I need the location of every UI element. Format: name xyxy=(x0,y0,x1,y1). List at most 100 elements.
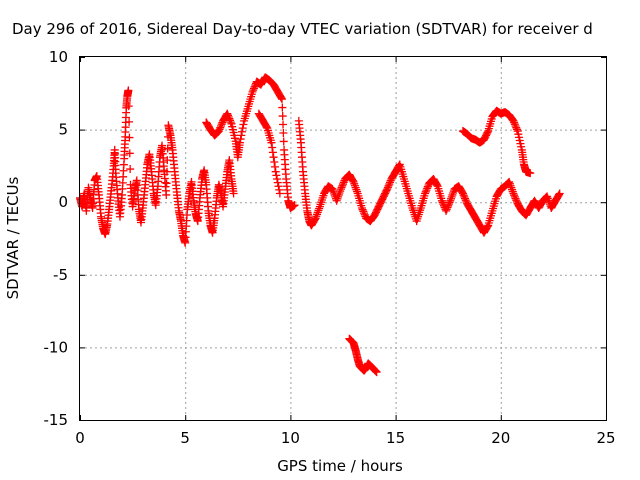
plot-frame xyxy=(79,56,607,421)
data-point xyxy=(272,171,281,180)
data-point xyxy=(273,178,282,187)
data-point xyxy=(507,183,516,192)
data-point xyxy=(445,198,454,207)
x-tick-label: 0 xyxy=(75,429,85,447)
x-tick-label: 5 xyxy=(180,429,190,447)
data-point xyxy=(371,366,380,375)
gridlines xyxy=(80,57,606,420)
data-point xyxy=(270,158,279,167)
y-axis-label: SDTVAR / TECUs xyxy=(4,176,22,299)
data-point xyxy=(338,181,347,190)
data-point xyxy=(432,181,441,190)
data-point xyxy=(385,180,394,189)
data-point xyxy=(275,189,284,198)
data-point xyxy=(511,121,520,130)
data-point xyxy=(226,118,235,127)
x-axis-label: GPS time / hours xyxy=(277,457,403,475)
x-tick-label: 10 xyxy=(281,429,300,447)
data-point xyxy=(334,192,343,201)
y-tick-label: -10 xyxy=(44,338,69,356)
data-point xyxy=(275,185,284,194)
data-point xyxy=(339,180,347,189)
data-point xyxy=(313,210,322,219)
data-point xyxy=(237,131,246,140)
data-point xyxy=(315,204,324,213)
data-point xyxy=(278,112,287,121)
data-point xyxy=(383,185,392,194)
y-tick-label: -5 xyxy=(53,266,68,284)
data-point xyxy=(511,194,520,203)
data-point xyxy=(124,102,133,111)
data-point xyxy=(224,113,233,122)
data-point xyxy=(449,189,458,198)
data-point xyxy=(125,149,134,158)
data-point xyxy=(512,196,521,205)
data-point xyxy=(279,137,288,146)
x-tick-label: 20 xyxy=(491,429,510,447)
data-point xyxy=(269,153,278,162)
data-point xyxy=(505,179,514,188)
data-point xyxy=(483,128,492,137)
data-point xyxy=(360,209,369,218)
data-point xyxy=(268,143,277,152)
data-point xyxy=(506,181,515,190)
chart-title: Day 296 of 2016, Sidereal Day-to-day VTE… xyxy=(12,20,593,38)
y-tick-label: -15 xyxy=(44,411,69,429)
data-point xyxy=(249,84,258,93)
data-point xyxy=(223,111,232,120)
data-point xyxy=(125,117,134,126)
data-point xyxy=(357,204,366,213)
data-point xyxy=(333,194,342,203)
y-tick-label: 5 xyxy=(58,121,68,139)
data-point xyxy=(442,205,451,214)
data-point xyxy=(271,167,280,176)
data-point xyxy=(290,201,299,210)
data-point xyxy=(442,206,451,215)
data-point xyxy=(339,178,348,187)
data-point xyxy=(508,187,517,196)
data-point xyxy=(216,121,225,130)
data-point xyxy=(509,116,518,125)
data-point xyxy=(512,125,521,134)
x-tick-label: 25 xyxy=(596,429,615,447)
data-point xyxy=(229,189,238,198)
data-point xyxy=(223,109,232,118)
data-point xyxy=(372,368,381,377)
y-tick-label: 0 xyxy=(58,193,68,211)
data-point xyxy=(226,116,235,125)
data-point xyxy=(444,201,453,210)
data-point xyxy=(446,196,455,205)
data-point xyxy=(423,182,432,191)
data-point xyxy=(461,194,470,203)
data-point xyxy=(235,138,244,147)
data-point xyxy=(329,187,338,196)
data-point xyxy=(350,179,359,188)
data-point xyxy=(460,192,469,201)
data-point xyxy=(163,156,172,165)
data-point xyxy=(421,187,430,196)
data-point xyxy=(332,196,341,205)
data-point xyxy=(238,124,247,133)
data-point xyxy=(350,181,359,190)
data-point xyxy=(124,86,133,95)
data-point xyxy=(239,120,248,129)
data-point xyxy=(273,174,282,183)
data-point xyxy=(438,198,447,207)
data-point xyxy=(162,190,171,199)
data-point xyxy=(334,190,343,199)
data-point xyxy=(359,207,368,216)
data-point xyxy=(421,189,430,198)
data-point xyxy=(352,185,361,194)
data-point xyxy=(328,185,337,194)
data-point xyxy=(509,189,518,198)
data-point xyxy=(508,185,517,194)
data-point xyxy=(279,128,288,137)
data-point xyxy=(217,120,226,129)
data-point xyxy=(510,120,519,129)
data-point xyxy=(423,184,432,193)
y-tick-label: 10 xyxy=(49,48,68,66)
data-point xyxy=(383,183,392,192)
data-point xyxy=(311,214,320,223)
data-point xyxy=(505,177,514,186)
